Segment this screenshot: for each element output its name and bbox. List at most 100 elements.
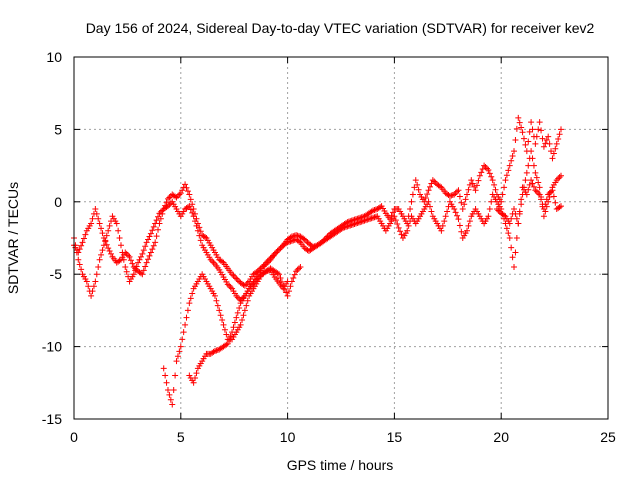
data-point	[239, 317, 246, 324]
data-point	[501, 184, 508, 191]
data-point	[512, 210, 519, 217]
data-point	[273, 249, 280, 256]
data-point	[422, 194, 429, 201]
data-point	[122, 263, 129, 270]
data-point	[227, 332, 234, 339]
data-point	[522, 141, 529, 148]
data-point	[525, 138, 532, 145]
data-point	[223, 331, 230, 338]
data-point	[270, 252, 277, 259]
y-axis-label: SDTVAR / TECUs	[5, 182, 21, 294]
data-point	[75, 256, 82, 263]
data-point	[177, 190, 184, 197]
data-point	[389, 209, 396, 216]
data-point	[264, 258, 271, 265]
data-point	[293, 268, 300, 275]
data-point	[253, 276, 260, 283]
data-point	[538, 196, 545, 203]
data-point	[454, 212, 461, 219]
data-point	[283, 240, 290, 247]
data-point	[550, 193, 557, 200]
data-point	[233, 314, 240, 321]
y-tick-label: 10	[46, 49, 62, 65]
data-point	[283, 289, 290, 296]
data-point	[483, 165, 490, 172]
data-point	[156, 210, 163, 217]
data-point	[92, 206, 99, 213]
data-point	[459, 206, 466, 213]
data-point	[79, 239, 86, 246]
data-point	[466, 218, 473, 225]
data-point	[88, 292, 95, 299]
data-point	[455, 216, 462, 223]
data-point	[502, 177, 509, 184]
data-point	[133, 263, 140, 270]
data-point	[274, 270, 281, 277]
data-point	[207, 256, 214, 263]
data-point	[73, 249, 80, 256]
data-point	[186, 191, 193, 198]
grid-lines	[74, 57, 608, 419]
data-point	[548, 188, 555, 195]
data-point	[513, 235, 520, 241]
data-point	[489, 177, 496, 184]
data-point	[162, 372, 169, 379]
data-point	[533, 188, 540, 195]
data-point	[513, 215, 520, 222]
data-point	[147, 249, 154, 256]
data-point	[499, 191, 506, 198]
data-point	[556, 204, 563, 211]
data-point	[297, 263, 304, 270]
data-point	[505, 167, 512, 174]
data-point	[271, 250, 278, 257]
data-point	[102, 237, 109, 244]
data-point	[535, 126, 542, 133]
data-point	[78, 266, 85, 273]
data-point	[427, 203, 433, 210]
data-point	[153, 217, 160, 224]
data-point	[394, 221, 401, 228]
data-point	[136, 256, 143, 263]
data-point	[98, 225, 105, 232]
data-point	[231, 274, 238, 281]
x-tick-label: 15	[387, 429, 403, 445]
data-marks	[71, 114, 565, 408]
data-point	[482, 164, 489, 171]
data-point	[465, 186, 472, 193]
data-point	[506, 220, 513, 227]
data-point	[511, 263, 518, 270]
data-point	[106, 222, 113, 229]
data-point	[184, 307, 191, 314]
data-point	[157, 208, 164, 215]
data-point	[127, 257, 134, 264]
data-point	[123, 268, 130, 275]
data-point	[140, 267, 147, 274]
data-point	[182, 181, 189, 188]
data-point	[230, 324, 237, 331]
data-point	[192, 218, 199, 225]
data-point	[229, 329, 236, 336]
data-point	[174, 353, 181, 360]
data-point	[213, 297, 220, 304]
data-point	[545, 133, 552, 140]
data-point	[170, 387, 177, 394]
data-point	[152, 239, 159, 246]
data-point	[193, 222, 200, 229]
x-tick-label: 20	[493, 429, 509, 445]
data-point	[234, 309, 241, 316]
data-point	[528, 177, 535, 184]
data-point	[173, 194, 180, 201]
data-point	[295, 238, 302, 245]
data-point	[442, 213, 449, 220]
data-point	[368, 208, 375, 215]
x-tick-label: 0	[70, 429, 78, 445]
y-tick-label: -15	[42, 411, 62, 427]
data-point	[533, 174, 540, 181]
data-point	[338, 225, 345, 232]
data-point	[439, 222, 446, 229]
data-point	[183, 314, 190, 321]
data-point	[284, 278, 291, 285]
data-point	[538, 127, 545, 134]
data-point	[143, 239, 150, 246]
data-point	[189, 209, 196, 216]
